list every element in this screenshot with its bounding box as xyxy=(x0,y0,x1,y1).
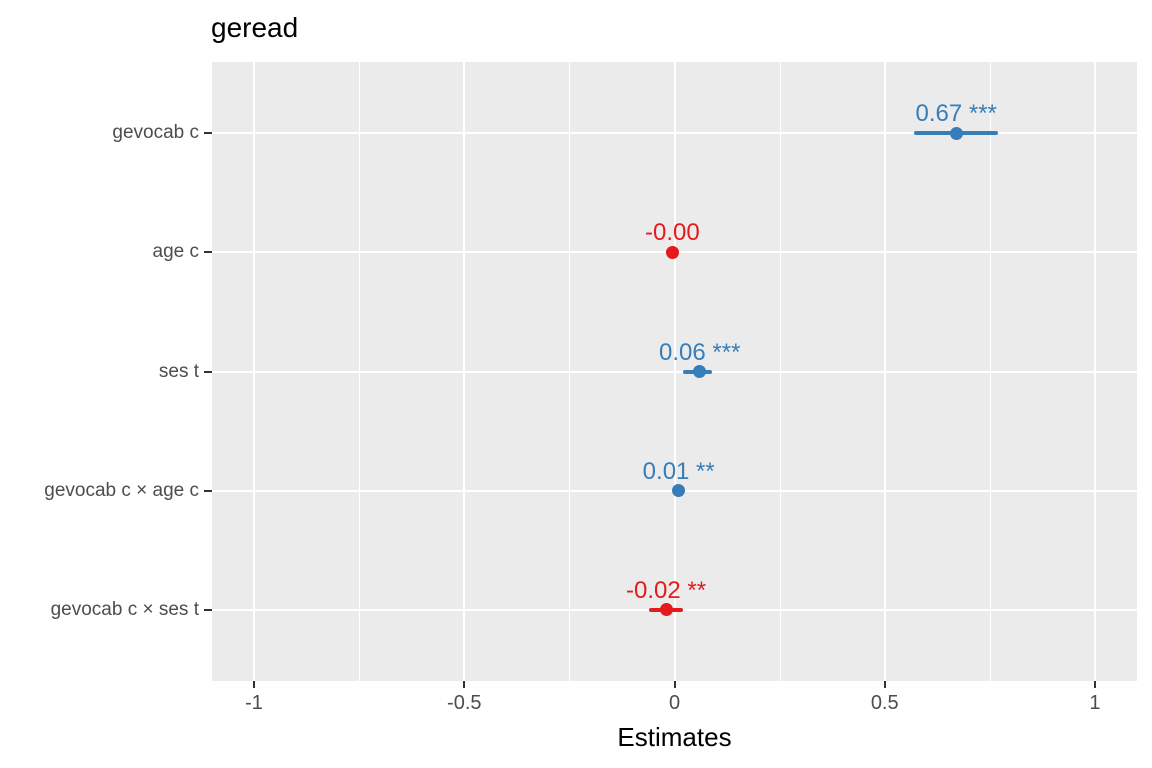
x-axis-title: Estimates xyxy=(617,722,732,752)
y-tick-mark xyxy=(204,489,212,492)
x-tick-mark xyxy=(673,681,676,688)
gridline-major-horizontal xyxy=(212,132,1137,135)
y-tick-label: gevocab c xyxy=(112,122,199,144)
estimate-value-label: 0.06 *** xyxy=(659,338,741,366)
x-tick-mark xyxy=(1093,681,1096,688)
x-tick-label: 1 xyxy=(1089,692,1101,714)
gridline-major-horizontal xyxy=(212,370,1137,373)
estimate-point xyxy=(949,126,963,140)
y-tick-label: ses t xyxy=(158,360,199,382)
plot-title: geread xyxy=(211,12,299,43)
x-tick-label: -0.5 xyxy=(447,692,482,714)
y-tick-label: gevocab c × age c xyxy=(44,479,199,501)
y-tick-mark xyxy=(204,132,212,135)
estimate-value-label: 0.01 ** xyxy=(642,457,715,485)
estimate-point xyxy=(672,484,686,498)
y-tick-mark xyxy=(204,251,212,254)
y-axis: gevocab c age c ses t gevocab c × age c gevo… xyxy=(0,62,199,681)
plot-panel: 0.67 *** -0.00 0.06 *** 0.01 ** -0.02 ** xyxy=(212,62,1137,681)
y-tick-label: age c xyxy=(152,241,199,263)
x-tick-label: 0.5 xyxy=(870,692,899,714)
estimate-value-label: -0.02 ** xyxy=(626,576,707,604)
x-tick-mark xyxy=(253,681,256,688)
y-tick-mark xyxy=(204,608,212,611)
x-tick-mark xyxy=(463,681,466,688)
estimate-value-label: -0.00 xyxy=(645,219,700,247)
x-tick-mark xyxy=(883,681,886,688)
estimate-point xyxy=(693,365,707,378)
x-tick-label: -1 xyxy=(245,692,263,714)
y-tick-mark xyxy=(204,370,212,373)
estimate-value-label: 0.67 *** xyxy=(915,100,997,128)
y-tick-label: gevocab c × ses t xyxy=(50,598,199,620)
estimate-point xyxy=(659,603,673,617)
x-tick-label: 0 xyxy=(668,692,681,714)
estimate-point xyxy=(665,245,679,259)
